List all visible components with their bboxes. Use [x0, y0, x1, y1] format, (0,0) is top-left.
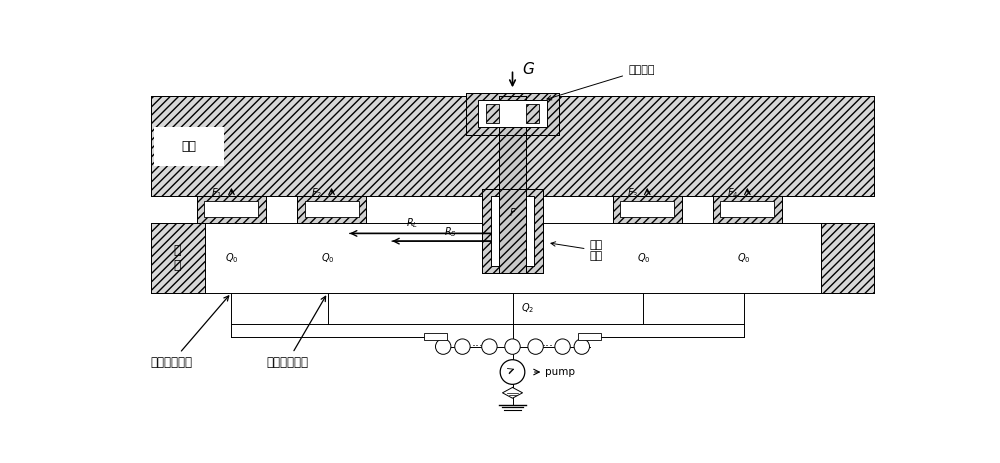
Text: $Q_0$: $Q_0$	[737, 251, 750, 265]
Bar	[578, 333, 601, 340]
Bar	[197, 196, 266, 224]
Bar	[499, 189, 526, 274]
Bar	[197, 196, 266, 224]
Text: $Q_2$: $Q_2$	[521, 301, 535, 315]
Text: $Q_0$: $Q_0$	[321, 251, 334, 265]
Bar	[499, 96, 526, 274]
Bar	[204, 201, 258, 217]
Text: $R_S$: $R_S$	[444, 225, 457, 239]
Bar	[821, 224, 874, 293]
Bar	[466, 93, 559, 135]
Text: $F_4$: $F_4$	[727, 186, 738, 200]
Text: $F_3$: $F_3$	[627, 186, 638, 200]
Bar	[499, 96, 526, 196]
Circle shape	[455, 339, 470, 354]
Bar	[526, 104, 539, 123]
Text: $F_1$: $F_1$	[211, 186, 222, 200]
Text: 转台: 转台	[182, 140, 197, 153]
Text: $G$: $G$	[522, 62, 535, 77]
Text: $Q_0$: $Q_0$	[637, 251, 650, 265]
Bar	[466, 93, 559, 135]
Bar	[613, 196, 682, 224]
Bar	[305, 201, 359, 217]
Text: $F_2$: $F_2$	[311, 186, 322, 200]
Bar	[297, 196, 366, 224]
Text: 内圈支承油垫: 内圈支承油垫	[266, 296, 326, 369]
Bar	[478, 100, 547, 127]
Bar	[486, 104, 499, 123]
Bar	[713, 196, 782, 224]
Text: $Q_1$: $Q_1$	[506, 251, 519, 265]
Text: 径向
轴承: 径向 轴承	[551, 239, 603, 261]
Circle shape	[436, 339, 451, 354]
Bar	[713, 196, 782, 224]
Bar	[151, 224, 205, 293]
Bar	[482, 189, 543, 274]
Bar	[499, 96, 526, 196]
Circle shape	[505, 339, 520, 354]
Text: ···: ···	[541, 340, 553, 353]
Bar	[620, 201, 674, 217]
Bar	[720, 201, 774, 217]
Bar	[151, 224, 874, 293]
Bar	[154, 127, 224, 166]
Bar	[424, 333, 447, 340]
Bar	[151, 96, 874, 196]
Bar	[151, 224, 205, 293]
Text: ···: ···	[472, 340, 484, 353]
Circle shape	[500, 360, 525, 384]
Circle shape	[482, 339, 497, 354]
Bar	[151, 96, 874, 196]
Text: $R_L$: $R_L$	[406, 217, 418, 231]
Bar	[499, 96, 526, 274]
Circle shape	[528, 339, 543, 354]
Circle shape	[574, 339, 590, 354]
Bar	[499, 189, 526, 274]
Text: $Q_0$: $Q_0$	[225, 251, 238, 265]
Circle shape	[555, 339, 570, 354]
Bar	[613, 196, 682, 224]
Text: pump: pump	[545, 367, 575, 377]
Bar	[491, 196, 534, 266]
Bar	[297, 196, 366, 224]
Text: 预压油垫: 预压油垫	[547, 65, 655, 100]
Bar	[499, 96, 526, 196]
Text: $F$: $F$	[509, 206, 516, 218]
Bar	[821, 224, 874, 293]
Text: 基
座: 基 座	[174, 244, 181, 272]
Text: 外圈支承油垫: 外圈支承油垫	[151, 296, 229, 369]
Bar	[482, 189, 543, 274]
